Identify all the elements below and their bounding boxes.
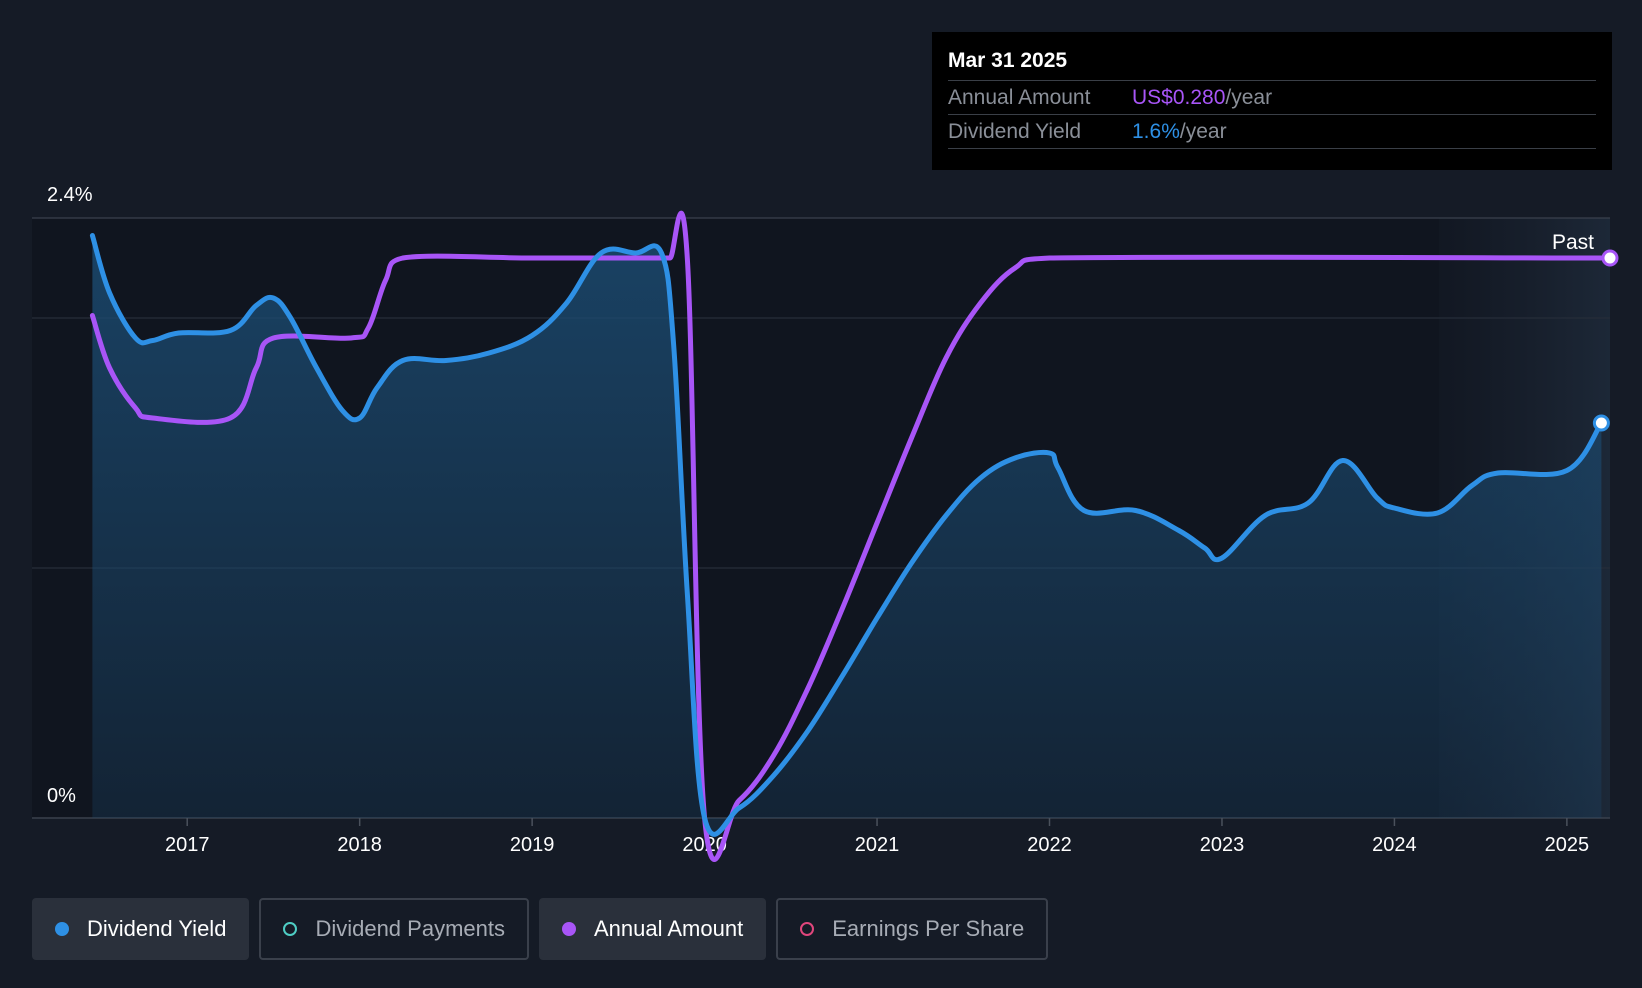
- annual-amount-end-point: [1601, 249, 1619, 267]
- x-tick-label: 2021: [855, 834, 900, 856]
- dividend-yield-area: [92, 235, 1602, 835]
- legend-annual-amount[interactable]: Annual Amount: [538, 898, 767, 960]
- tooltip-annual-amount-value: US$0.280: [1132, 85, 1226, 109]
- x-tick-label: 2023: [1200, 834, 1245, 856]
- x-tick-label: 2018: [337, 834, 382, 856]
- x-tick-label: 2025: [1545, 834, 1590, 856]
- legend-earnings-per-share[interactable]: Earnings Per Share: [776, 898, 1049, 960]
- earnings-per-share-ring-icon: [800, 922, 815, 936]
- y-axis-min label: 0%: [47, 785, 76, 807]
- series-layer: [89, 210, 1619, 862]
- tooltip-dividend-yield-unit: /year: [1179, 119, 1227, 143]
- legend-label: Earnings Per Share: [832, 916, 1025, 941]
- dividend-yield-end-point: [1592, 414, 1610, 432]
- dividend-yield-dot-icon: [55, 922, 69, 936]
- x-axis: 2017 2018 2019 2020 2021 2022 2023 2024 2025: [165, 818, 1589, 856]
- legend-label: Dividend Yield: [87, 916, 227, 941]
- tooltip-dividend-yield-label: Dividend Yield: [948, 119, 1082, 143]
- tooltip-dividend-yield-value: 1.6%: [1132, 119, 1180, 143]
- tooltip: Mar 31 2025 Annual Amount US$0.280 /year…: [932, 32, 1612, 170]
- annual-amount-dot-icon: [561, 922, 576, 936]
- y-axis-max-label: 2.4%: [47, 184, 93, 206]
- legend-label: Dividend Payments: [315, 916, 505, 941]
- tooltip-annual-amount-label: Annual Amount: [948, 85, 1091, 109]
- past-label: Past: [1552, 231, 1594, 254]
- tooltip-annual-amount-row: Annual Amount US$0.280 /year: [948, 80, 1596, 114]
- dividend-payments-ring-icon: [283, 922, 298, 936]
- legend-dividend-yield[interactable]: Dividend Yield: [32, 898, 250, 960]
- x-tick-label: 2020: [682, 834, 727, 856]
- x-tick-label: 2017: [165, 834, 210, 856]
- tooltip-annual-amount-unit: /year: [1225, 85, 1273, 109]
- annual-amount-line: [89, 210, 1613, 862]
- x-tick-label: 2019: [510, 834, 555, 856]
- x-tick-label: 2022: [1027, 834, 1072, 856]
- legend: Dividend Yield Dividend Payments Annual …: [32, 898, 1049, 960]
- tooltip-date: Mar 31 2025: [948, 49, 1068, 72]
- legend-dividend-payments[interactable]: Dividend Payments: [259, 898, 529, 960]
- x-tick-label: 2024: [1372, 834, 1417, 856]
- legend-label: Annual Amount: [593, 916, 744, 941]
- tooltip-dividend-yield-row: Dividend Yield 1.6% /year: [948, 114, 1596, 149]
- dividend-yield-line: [89, 233, 1604, 837]
